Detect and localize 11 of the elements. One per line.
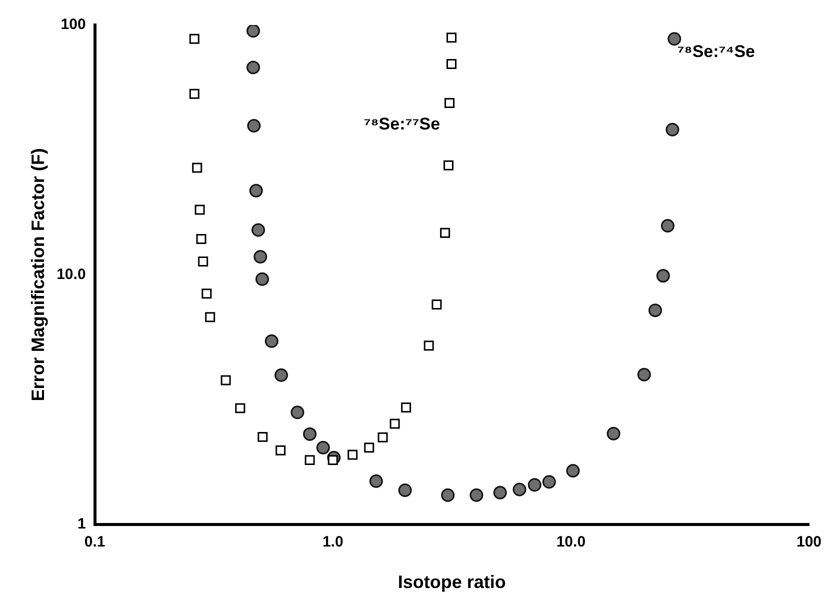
annotation: ⁷⁸Se:⁷⁴Se xyxy=(677,42,756,62)
y-tick-label: 1 xyxy=(77,516,86,533)
x-tick-label: 100 xyxy=(796,534,822,551)
y-tick-label: 10.0 xyxy=(56,266,86,283)
y-tick-label: 100 xyxy=(60,16,86,34)
x-axis-title: Isotope ratio xyxy=(398,572,506,592)
x-tick-label: 0.1 xyxy=(84,534,106,551)
annotation: ⁷⁸Se:⁷⁷Se xyxy=(364,114,440,134)
x-tick-label: 1.0 xyxy=(322,534,344,551)
y-axis-title: Error Magnification Factor (F) xyxy=(28,148,48,402)
x-tick-label: 10.0 xyxy=(556,534,586,551)
